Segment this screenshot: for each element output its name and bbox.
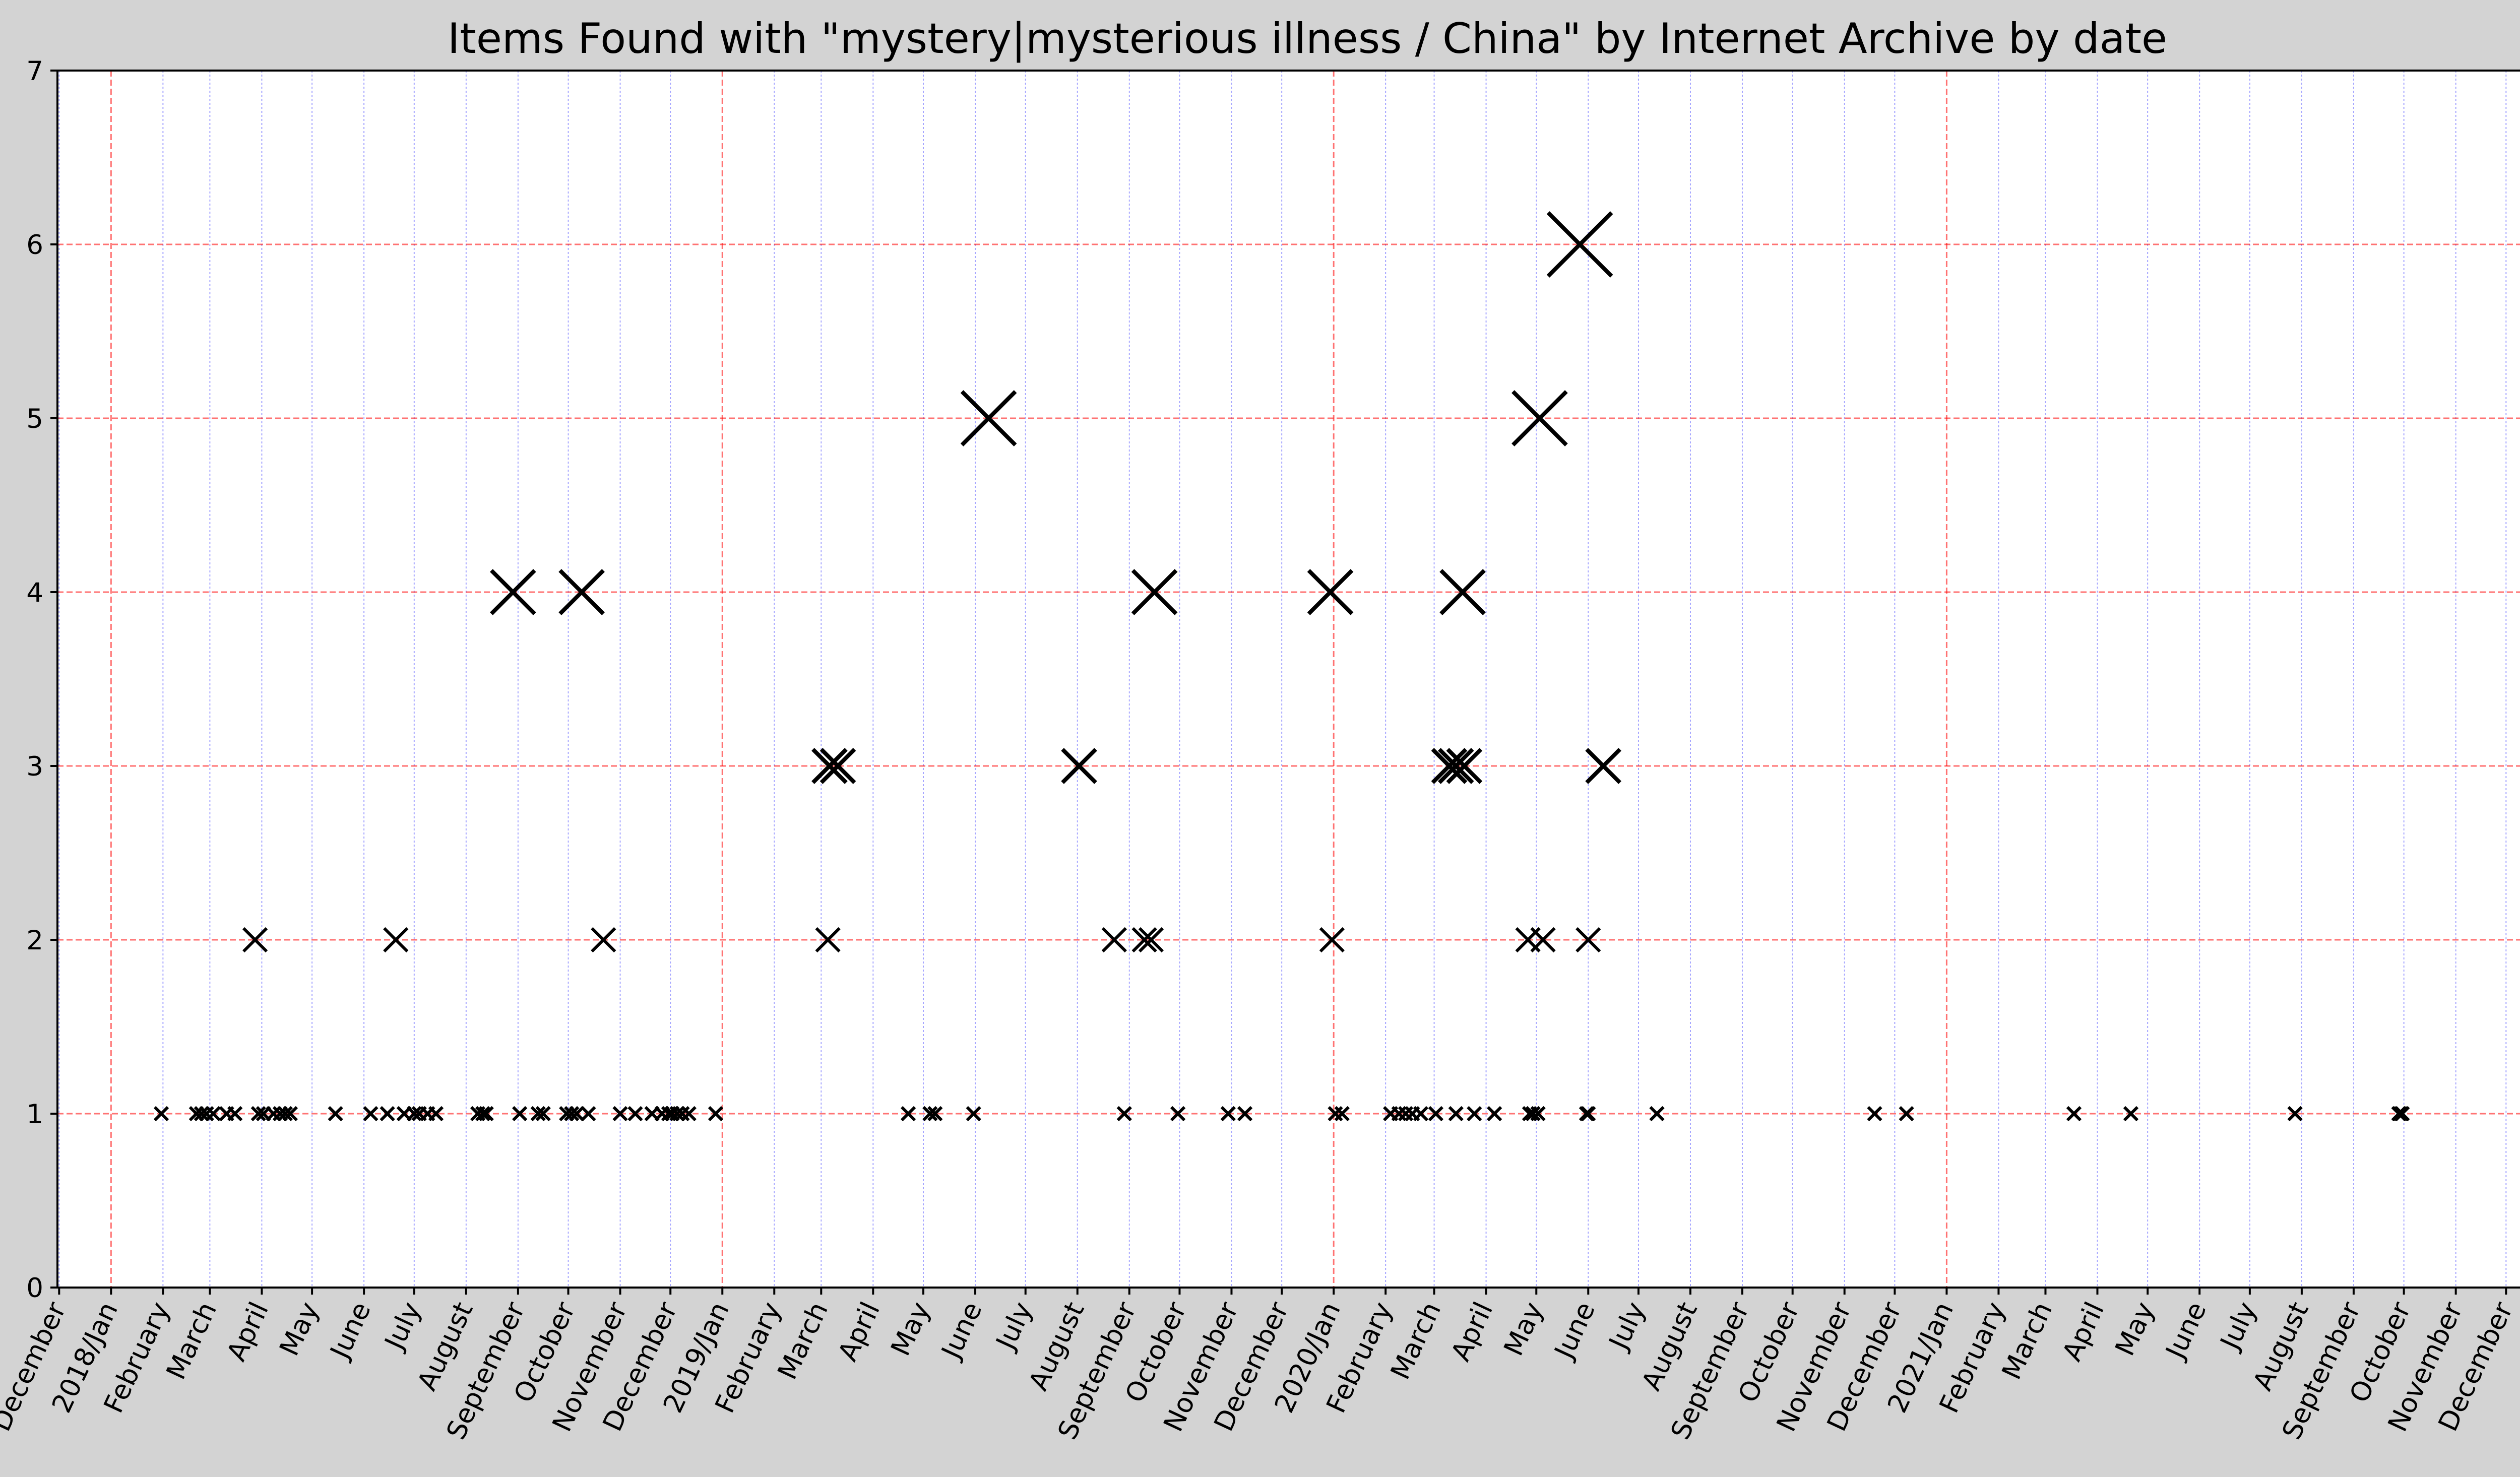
data-point — [1581, 1106, 1596, 1122]
data-markers — [153, 211, 2410, 1122]
data-point — [581, 1106, 596, 1122]
data-point — [2287, 1106, 2303, 1122]
data-point — [1446, 748, 1483, 784]
data-point — [1307, 569, 1354, 615]
data-point — [153, 1106, 169, 1122]
data-point — [591, 927, 616, 953]
data-point — [1867, 1106, 1882, 1122]
plot-frame — [56, 70, 2520, 1289]
data-point — [194, 1106, 209, 1122]
data-point — [1899, 1106, 1914, 1122]
data-point — [1530, 927, 1556, 953]
data-point — [1220, 1106, 1236, 1122]
data-point — [242, 927, 268, 953]
data-point — [277, 1106, 293, 1122]
data-point — [478, 1106, 494, 1122]
grid-lines — [57, 71, 2520, 1288]
data-point — [1131, 569, 1178, 615]
data-point — [1448, 1106, 1464, 1122]
data-point — [922, 1106, 938, 1122]
data-point — [708, 1106, 724, 1122]
data-point — [428, 1106, 444, 1122]
data-point — [530, 1106, 546, 1122]
data-point — [205, 1106, 221, 1122]
data-point — [669, 1106, 685, 1122]
data-point — [1585, 748, 1622, 784]
data-point — [1428, 1106, 1444, 1122]
data-point — [1101, 927, 1127, 953]
data-point — [815, 927, 841, 953]
data-point — [380, 1106, 395, 1122]
y-axis: 0 1 2 3 4 5 6 7 — [26, 56, 57, 1304]
y-tick-label: 7 — [26, 56, 43, 87]
data-point — [1138, 927, 1164, 953]
data-point — [1546, 211, 1613, 278]
data-point — [406, 1106, 422, 1122]
y-tick-label: 6 — [26, 230, 43, 261]
data-point — [820, 748, 856, 784]
data-point — [475, 1106, 491, 1122]
data-point — [328, 1106, 343, 1122]
data-point — [1530, 1106, 1546, 1122]
data-point — [1319, 927, 1345, 953]
y-tick-label: 2 — [26, 925, 43, 956]
data-point — [1131, 927, 1157, 953]
data-point — [1487, 1106, 1502, 1122]
data-point — [927, 1106, 943, 1122]
plot-area — [57, 71, 2520, 1288]
data-point — [1511, 390, 1568, 446]
data-point — [1237, 1106, 1253, 1122]
data-point — [569, 1106, 585, 1122]
data-point — [558, 569, 605, 615]
data-point — [2066, 1106, 2082, 1122]
data-point — [535, 1106, 551, 1122]
data-point — [512, 1106, 528, 1122]
data-point — [1439, 569, 1486, 615]
data-point — [627, 1106, 643, 1122]
data-point — [1170, 1106, 1186, 1122]
data-point — [2123, 1106, 2139, 1122]
data-point — [1413, 1106, 1429, 1122]
y-tick-label: 1 — [26, 1099, 43, 1130]
data-point — [2395, 1106, 2410, 1122]
data-point — [1437, 748, 1474, 784]
data-point — [383, 927, 409, 953]
data-point — [1467, 1106, 1482, 1122]
data-point — [966, 1106, 981, 1122]
y-tick-label: 3 — [26, 751, 43, 782]
data-point — [1431, 748, 1468, 784]
data-point — [1576, 927, 1601, 953]
data-point — [681, 1106, 697, 1122]
data-point — [490, 569, 536, 615]
data-point — [1061, 748, 1097, 784]
data-point — [811, 748, 848, 784]
data-point — [227, 1106, 243, 1122]
data-point — [363, 1106, 379, 1122]
data-point — [282, 1106, 298, 1122]
data-point — [250, 1106, 266, 1122]
data-point — [1116, 1106, 1132, 1122]
data-point — [1525, 1106, 1541, 1122]
chart-title: Items Found with "mystery|mysterious ill… — [448, 14, 2167, 63]
y-tick-label: 4 — [26, 577, 43, 608]
data-point — [612, 1106, 628, 1122]
data-point — [960, 390, 1017, 446]
data-point — [564, 1106, 580, 1122]
data-point — [1649, 1106, 1665, 1122]
y-tick-label: 0 — [26, 1273, 43, 1304]
data-point — [1334, 1106, 1350, 1122]
y-tick-label: 5 — [26, 404, 43, 434]
data-point — [900, 1106, 916, 1122]
